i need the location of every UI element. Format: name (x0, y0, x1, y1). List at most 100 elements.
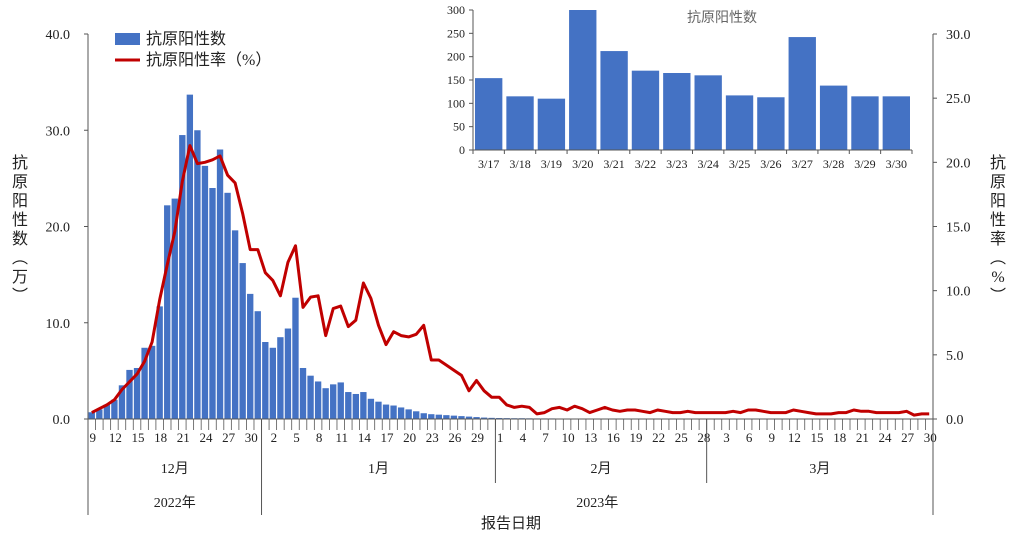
left-tick-label: 20.0 (46, 221, 71, 236)
inset-y-label: 300 (447, 3, 465, 17)
x-tick-label: 20 (403, 430, 416, 445)
count-bar (284, 328, 292, 419)
right-tick-label: 20.0 (946, 156, 971, 171)
inset-x-label: 3/24 (698, 157, 719, 171)
inset-y-label: 100 (447, 96, 465, 110)
count-bar (413, 411, 420, 419)
left-tick-label: 0.0 (53, 413, 71, 428)
inset-x-label: 3/18 (509, 157, 530, 171)
x-tick-label: 15 (811, 430, 824, 445)
count-bar (390, 405, 397, 419)
inset-x-label: 3/29 (854, 157, 875, 171)
x-tick-label: 27 (901, 430, 915, 445)
inset-bar (757, 97, 785, 150)
x-tick-label: 24 (199, 430, 213, 445)
count-bar (216, 149, 224, 419)
inset-bar (475, 78, 503, 150)
count-bar (307, 375, 314, 419)
x-axis-title: 报告日期 (481, 515, 541, 532)
inset-x-label: 3/30 (886, 157, 907, 171)
x-tick-label: 21 (177, 430, 190, 445)
count-bar (171, 198, 178, 419)
year-label: 2023年 (576, 495, 618, 511)
rate-line-group (91, 144, 930, 417)
count-bar (96, 409, 103, 419)
count-bar (292, 297, 299, 419)
x-tick-label: 15 (132, 430, 145, 445)
x-tick-label: 30 (924, 430, 937, 445)
x-tick-label: 19 (629, 430, 642, 445)
x-tick-label: 13 (584, 430, 597, 445)
count-bar (156, 306, 163, 419)
count-bar (337, 382, 344, 419)
inset-x-label: 3/17 (478, 157, 499, 171)
x-tick-label: 27 (222, 430, 236, 445)
left-tick-label: 10.0 (46, 317, 71, 332)
count-bar (88, 412, 95, 419)
x-tick-label: 26 (448, 430, 462, 445)
count-bar (330, 384, 337, 419)
month-label: 1月 (368, 461, 389, 477)
x-tick-label: 11 (335, 430, 348, 445)
inset-x-label: 3/27 (792, 157, 813, 171)
count-bar (435, 414, 442, 419)
inset-x-label: 3/25 (729, 157, 750, 171)
x-tick-label: 21 (856, 430, 869, 445)
count-bar (262, 342, 269, 419)
right-tick-label: 25.0 (946, 92, 971, 107)
count-bar (209, 188, 216, 419)
count-bar (247, 293, 254, 419)
count-bar (201, 165, 209, 419)
count-bar (382, 404, 390, 419)
x-tick-label: 1 (497, 430, 504, 445)
count-bar (450, 415, 458, 419)
right-tick-label: 30.0 (946, 28, 971, 43)
count-bar (164, 205, 171, 419)
inset-x-label: 3/19 (541, 157, 562, 171)
x-tick-label: 6 (746, 430, 753, 445)
count-bar (269, 347, 277, 419)
count-bar (111, 399, 118, 419)
month-label: 3月 (809, 461, 830, 477)
left-axis-title: 抗原阳性数︵万︶ (12, 154, 28, 305)
x-tick-label: 24 (878, 430, 892, 445)
count-bar (367, 398, 375, 419)
inset-bar (694, 75, 722, 150)
month-label: 2月 (591, 461, 612, 477)
count-bar (118, 385, 126, 419)
count-bar (277, 337, 284, 419)
x-tick-label: 10 (562, 430, 575, 445)
inset-bar (631, 70, 660, 150)
inset-y-label: 0 (459, 143, 465, 157)
count-bar (352, 393, 360, 419)
x-tick-label: 5 (293, 430, 300, 445)
x-tick-label: 8 (316, 430, 323, 445)
count-bar (194, 130, 201, 419)
count-bar (465, 416, 473, 419)
month-label: 12月 (161, 461, 189, 477)
x-tick-label: 18 (833, 430, 846, 445)
inset-x-label: 3/26 (760, 157, 781, 171)
x-tick-label: 9 (90, 430, 97, 445)
x-tick-label: 3 (723, 430, 730, 445)
x-tick-label: 14 (358, 430, 372, 445)
count-bar (443, 415, 450, 419)
x-tick-label: 17 (381, 430, 395, 445)
count-bar (314, 381, 322, 419)
count-bar (103, 404, 111, 419)
inset-bar (506, 96, 534, 150)
count-bar (141, 347, 148, 419)
count-bar (148, 345, 156, 419)
inset-y-label: 200 (447, 50, 465, 64)
count-bar (420, 413, 427, 419)
inset-bar (725, 95, 754, 150)
x-tick-label: 22 (652, 430, 665, 445)
count-bar (133, 367, 141, 419)
inset-y-label: 150 (447, 73, 465, 87)
count-bar (231, 230, 239, 419)
count-bar (428, 414, 435, 419)
x-tick-label: 25 (675, 430, 688, 445)
inset-x-label: 3/21 (603, 157, 624, 171)
